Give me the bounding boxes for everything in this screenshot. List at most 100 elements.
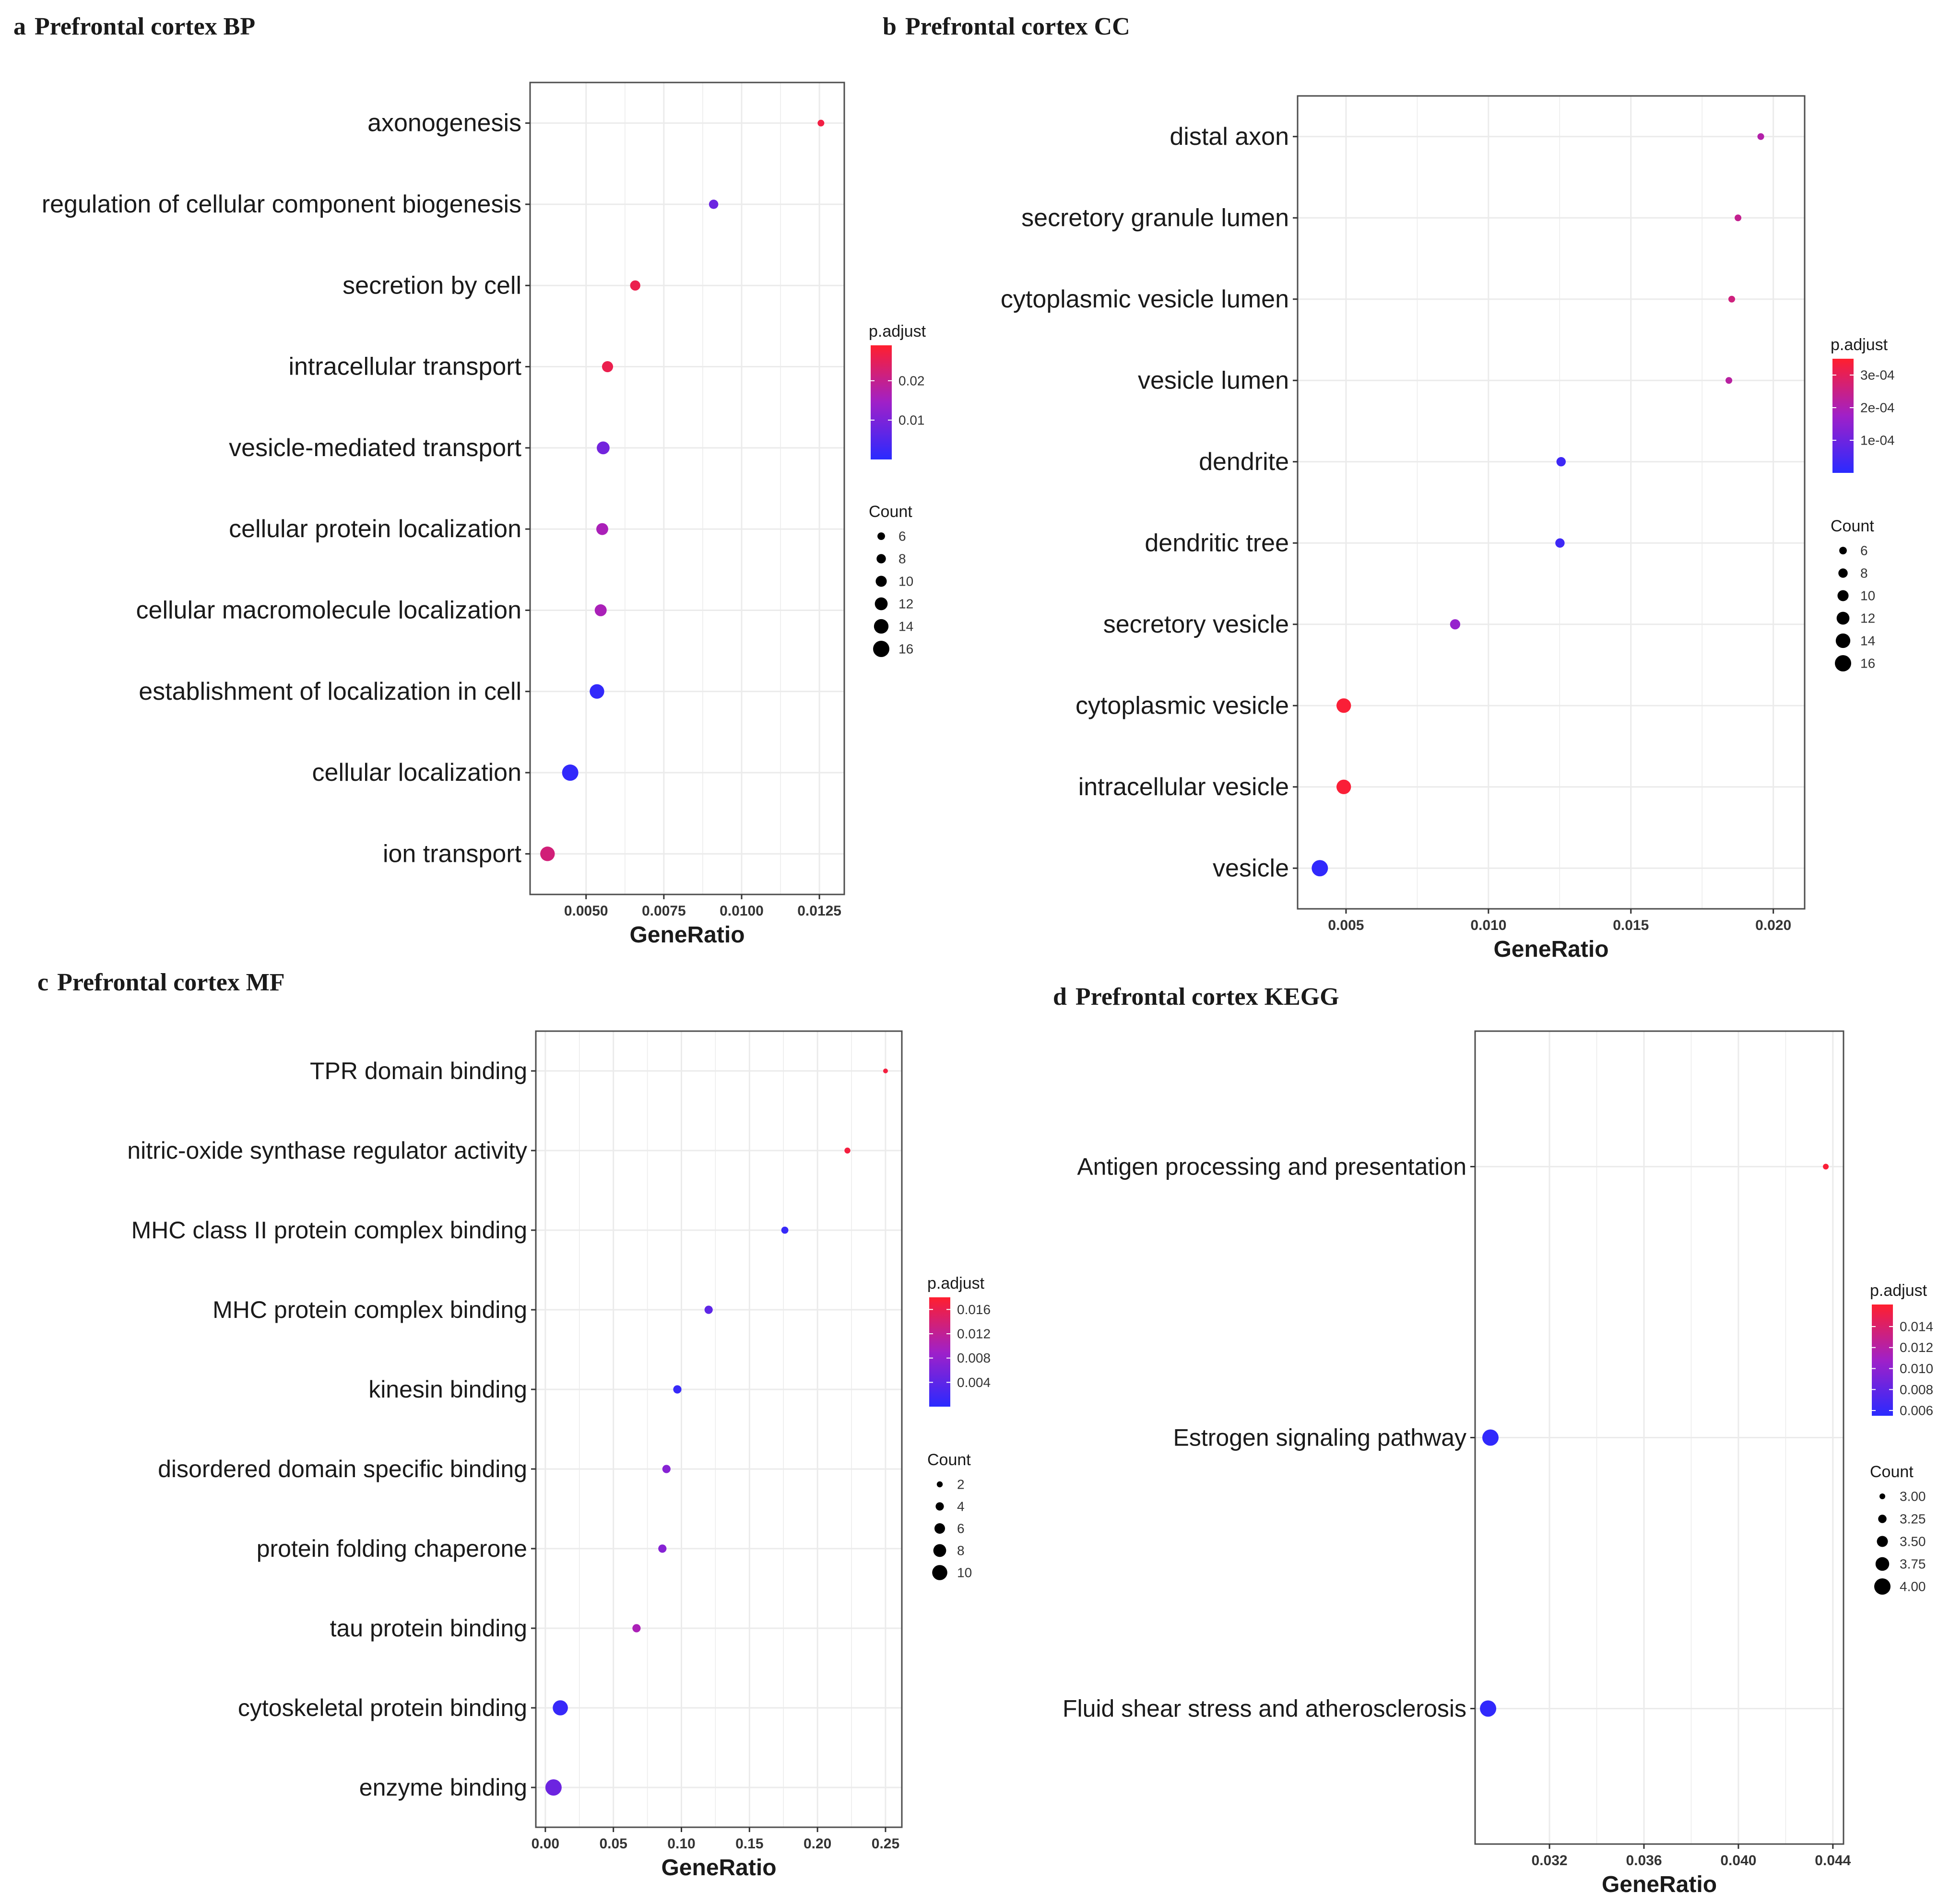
panel-a-x-tick-label: 0.0100 <box>720 903 764 919</box>
panel-b-size-legend-label: 16 <box>1860 656 1875 671</box>
panel-a-bp: a Prefrontal cortex BP axonogenesis regula… <box>13 13 926 948</box>
panel-a-size-legend-label: 8 <box>898 552 906 566</box>
panel-d-color-bar <box>1872 1305 1893 1416</box>
panel-b-size-legend-key <box>1837 590 1849 601</box>
panel-a-x-axis-label: GeneRatio <box>629 922 745 948</box>
panel-c-category-label: enzyme binding <box>359 1774 527 1801</box>
panel-a-size-legend-key <box>873 641 889 657</box>
panel-c-category-label: nitric-oxide synthase regulator activity <box>127 1137 527 1164</box>
panel-b-category-label: secretory vesicle <box>1103 611 1289 638</box>
panel-a-point <box>602 361 614 373</box>
panel-a-category-label: vesicle-mediated transport <box>229 434 521 462</box>
panel-a-category-label: cellular macromolecule localization <box>136 596 521 624</box>
panel-b-category-label: vesicle <box>1213 854 1289 882</box>
panel-a-category-label: establishment of localization in cell <box>139 678 521 705</box>
panel-c-size-legend-key <box>932 1565 947 1580</box>
panel-a-size-legend-label: 16 <box>898 642 913 657</box>
panel-b-color-bar <box>1832 359 1854 473</box>
panel-c-category-label: TPR domain binding <box>310 1058 527 1084</box>
panel-a-x-tick-label: 0.0125 <box>797 903 841 919</box>
panel-a-point <box>709 200 719 209</box>
panel-b-color-bar-label: 2e-04 <box>1860 400 1895 415</box>
panel-c-size-legend-label: 2 <box>957 1477 965 1492</box>
panel-b-size-legend-key <box>1835 633 1851 648</box>
panel-d-color-bar-label: 0.006 <box>1900 1403 1933 1418</box>
panel-d-heading: d Prefrontal cortex KEGG <box>1053 983 1339 1011</box>
panel-d-color-bar-label: 0.012 <box>1900 1340 1933 1355</box>
panel-a-point <box>596 523 608 535</box>
panel-a-size-legend-key <box>874 619 889 634</box>
panel-a-heading: a Prefrontal cortex BP <box>13 13 255 40</box>
panel-b-title: Prefrontal cortex CC <box>905 13 1130 40</box>
panel-b-size-legend-key <box>1835 655 1851 671</box>
panel-a-color-bar-label: 0.01 <box>898 412 925 427</box>
panel-c-point <box>553 1700 568 1716</box>
panel-c-title: Prefrontal cortex MF <box>57 969 285 996</box>
panel-d-size-legend-label: 3.25 <box>1900 1512 1926 1527</box>
panel-d-x-tick-label: 0.036 <box>1626 1853 1662 1869</box>
panel-c-point <box>781 1226 789 1234</box>
panel-c-size-legend-title: Count <box>927 1451 971 1469</box>
panel-b-color-bar-label: 3e-04 <box>1860 368 1895 383</box>
panel-a-category-label: cellular protein localization <box>229 515 521 543</box>
panel-b-size-legend-title: Count <box>1831 517 1874 535</box>
panel-c-category-label: MHC protein complex binding <box>213 1296 527 1323</box>
panel-b-size-legend-label: 10 <box>1860 588 1875 603</box>
panel-b-cc: b Prefrontal cortex CC distal axon secreto… <box>883 13 1895 962</box>
panel-d-x-tick-label: 0.032 <box>1532 1853 1568 1869</box>
panel-b-category-label: cytoplasmic vesicle lumen <box>1001 285 1289 313</box>
panel-b-size-legend-label: 14 <box>1860 634 1875 648</box>
panel-a-category-label: axonogenesis <box>367 109 521 137</box>
panel-a-x-tick-label: 0.0075 <box>642 903 686 919</box>
panel-b-size-legend-label: 6 <box>1860 543 1868 558</box>
panel-d-size-legend-key <box>1875 1557 1890 1571</box>
panel-d-point <box>1482 1429 1499 1446</box>
panel-a-point <box>594 604 607 616</box>
panel-b-category-label: intracellular vesicle <box>1078 773 1289 801</box>
panel-c-x-axis-label: GeneRatio <box>661 1855 776 1880</box>
panel-d-size-legend-key <box>1874 1578 1891 1595</box>
panel-c-x-tick-label: 0.20 <box>804 1836 831 1852</box>
panel-c-category-label: disordered domain specific binding <box>158 1456 527 1482</box>
panel-c-size-legend-label: 8 <box>957 1543 965 1558</box>
panel-d-point <box>1480 1700 1497 1717</box>
panel-c-size-legend-label: 6 <box>957 1521 965 1536</box>
panel-a-point <box>590 684 604 699</box>
panel-c-point <box>545 1779 562 1796</box>
panel-d-color-bar-label: 0.008 <box>1900 1382 1933 1397</box>
panel-b-point <box>1312 860 1328 877</box>
panel-a-category-label: ion transport <box>383 840 522 868</box>
panel-b-point <box>1336 779 1351 794</box>
panel-b-point <box>1336 698 1351 713</box>
panel-b-point <box>1728 295 1735 303</box>
panel-b-category-label: distal axon <box>1170 123 1289 151</box>
panel-a-point <box>540 846 555 861</box>
panel-c-x-tick-label: 0.05 <box>599 1836 627 1852</box>
panel-d-size-legend-key <box>1877 1536 1888 1547</box>
panel-d-category-label: Estrogen signaling pathway <box>1173 1424 1467 1451</box>
panel-c-color-legend-title: p.adjust <box>927 1274 985 1293</box>
panel-b-color-bar-label: 1e-04 <box>1860 433 1895 448</box>
panel-c-color-bar-label: 0.004 <box>957 1375 991 1390</box>
panel-c-category-label: tau protein binding <box>330 1615 527 1642</box>
panel-d-x-axis-label: GeneRatio <box>1602 1872 1717 1897</box>
panel-c-x-tick-label: 0.00 <box>532 1836 559 1852</box>
panel-c-point <box>704 1305 713 1314</box>
panel-b-category-label: vesicle lumen <box>1138 366 1289 394</box>
panel-a-point <box>597 441 610 455</box>
panel-c-mf: c Prefrontal cortex MF TPR domain binding… <box>37 969 991 1880</box>
panel-b-x-tick-label: 0.010 <box>1470 917 1506 933</box>
panel-a-size-legend-title: Count <box>869 503 912 521</box>
panel-a-frame <box>529 82 845 895</box>
panel-a-title: Prefrontal cortex BP <box>35 13 255 40</box>
panel-c-point <box>844 1147 851 1154</box>
panel-c-color-bar <box>929 1297 950 1407</box>
panel-b-point <box>1757 133 1764 140</box>
panel-b-size-legend-label: 12 <box>1860 611 1875 626</box>
panel-c-frame <box>535 1030 903 1828</box>
panel-c-size-legend-key <box>936 1481 943 1488</box>
panel-c-point <box>673 1385 682 1394</box>
panel-b-frame <box>1297 95 1806 910</box>
panel-b-size-legend-key <box>1839 547 1847 554</box>
panel-b-point <box>1725 377 1733 384</box>
